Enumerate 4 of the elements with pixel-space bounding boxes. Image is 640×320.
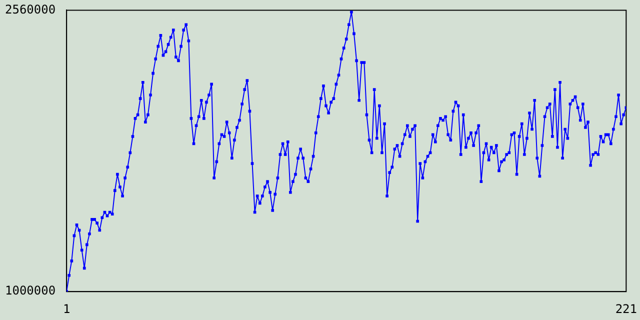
x-tick-label: 1 — [62, 302, 70, 316]
y-tick-label: 1000000 — [4, 284, 56, 298]
x-tick-label: 221 — [615, 302, 638, 316]
y-tick-label: 2560000 — [4, 2, 56, 16]
